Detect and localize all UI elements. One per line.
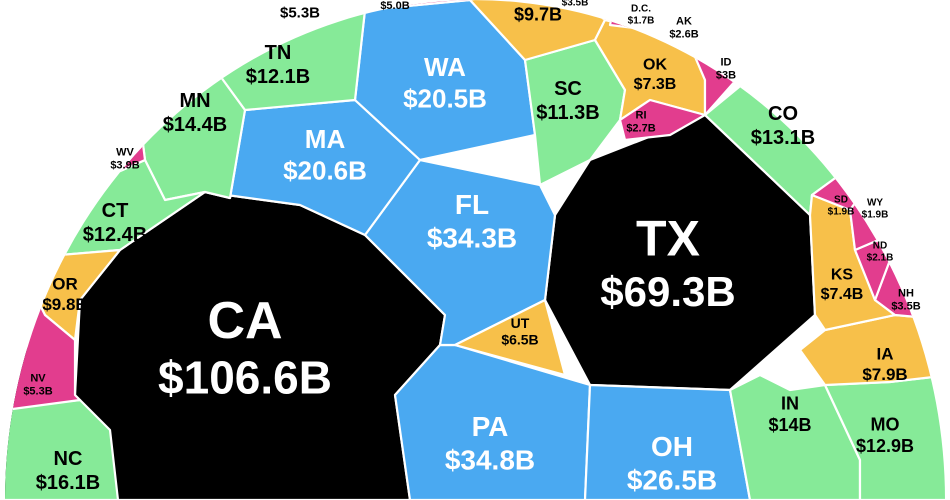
value-label-tx: $69.3B bbox=[600, 268, 735, 315]
value-label-nd: $2.1B bbox=[867, 253, 894, 264]
state-label-ak: AK bbox=[676, 15, 692, 27]
state-label-ct: CT bbox=[102, 200, 129, 222]
state-label-co: CO bbox=[768, 103, 798, 125]
value-label-in: $14B bbox=[768, 415, 811, 435]
state-label-nc: NC bbox=[54, 448, 83, 470]
state-label-wy: WY bbox=[867, 198, 883, 209]
value-label-ok: $7.3B bbox=[634, 76, 677, 93]
cell-wy bbox=[848, 148, 945, 252]
value-label-wy: $1.9B bbox=[862, 210, 889, 221]
value-label-oh: $26.5B bbox=[627, 464, 717, 495]
value-label-fl: $34.3B bbox=[427, 222, 517, 253]
value-label-unlabeled-16: $9.7B bbox=[514, 4, 562, 24]
state-label-sc: SC bbox=[554, 78, 582, 100]
cell-ri bbox=[618, 98, 707, 142]
value-label-ct: $12.4B bbox=[83, 224, 148, 246]
value-label-wa: $20.5B bbox=[403, 83, 487, 113]
cell-ut bbox=[453, 298, 567, 377]
value-label-unlabeled-26: $3.5B bbox=[562, 0, 589, 9]
state-label-oh: OH bbox=[651, 431, 693, 462]
state-label-fl: FL bbox=[455, 189, 489, 220]
value-label-id: $3B bbox=[716, 70, 736, 82]
value-label-tn: $12.1B bbox=[246, 66, 311, 88]
cell-oh bbox=[583, 383, 752, 500]
value-label-sc: $11.3B bbox=[536, 102, 599, 124]
value-label-nc: $16.1B bbox=[36, 472, 101, 494]
value-label-sd: $1.9B bbox=[828, 207, 855, 218]
value-label-mo: $12.9B bbox=[856, 436, 914, 456]
state-label-nd: ND bbox=[873, 241, 887, 252]
state-label-nv: NV bbox=[30, 372, 46, 384]
state-label-in: IN bbox=[781, 393, 799, 413]
value-label-d-c-: $1.7B bbox=[628, 16, 655, 27]
cell-nc bbox=[5, 398, 120, 500]
state-label-pa: PA bbox=[472, 411, 509, 442]
value-label-pa: $34.8B bbox=[445, 444, 535, 475]
state-label-ut: UT bbox=[511, 315, 530, 331]
state-label-tx: TX bbox=[636, 211, 700, 267]
state-label-nh: NH bbox=[898, 287, 914, 299]
state-label-ia: IA bbox=[877, 344, 894, 363]
state-label-mo: MO bbox=[871, 414, 900, 434]
state-label-ks: KS bbox=[831, 267, 854, 284]
state-label-id: ID bbox=[721, 56, 732, 68]
state-label-ca: CA bbox=[207, 292, 282, 350]
value-label-or: $9.8B bbox=[42, 295, 87, 314]
state-label-ri: RI bbox=[636, 109, 647, 121]
value-label-ak: $2.6B bbox=[669, 29, 698, 41]
value-label-ut: $6.5B bbox=[501, 332, 538, 348]
value-label-co: $13.1B bbox=[751, 127, 816, 149]
value-label-unlabeled-21: $5.3B bbox=[280, 4, 320, 21]
state-label-or: OR bbox=[52, 274, 78, 293]
value-label-mn: $14.4B bbox=[163, 114, 228, 136]
state-label-wa: WA bbox=[424, 52, 466, 82]
value-label-nh: $3.5B bbox=[891, 301, 920, 313]
state-label-ok: OK bbox=[643, 57, 667, 74]
value-label-ia: $7.9B bbox=[862, 365, 907, 384]
value-label-ks: $7.4B bbox=[821, 286, 864, 303]
value-label-ma: $20.6B bbox=[283, 155, 367, 185]
state-label-wv: WV bbox=[116, 146, 134, 158]
state-label-d-c-: D.C. bbox=[631, 4, 651, 15]
state-label-sd: SD bbox=[834, 195, 848, 206]
state-label-mn: MN bbox=[179, 90, 210, 112]
value-label-wv: $3.9B bbox=[110, 160, 139, 172]
state-label-ma: MA bbox=[305, 124, 346, 154]
value-label-unlabeled-23: $5.0B bbox=[380, 0, 409, 12]
value-label-ri: $2.7B bbox=[626, 123, 655, 135]
value-label-nv: $5.3B bbox=[23, 386, 52, 398]
label-layer: CA$106.6B TX$69.3B PA$34.8B FL$34.3B OH$26.5… bbox=[23, 0, 920, 495]
state-label-tn: TN bbox=[265, 42, 292, 64]
value-label-ca: $106.6B bbox=[158, 351, 332, 403]
